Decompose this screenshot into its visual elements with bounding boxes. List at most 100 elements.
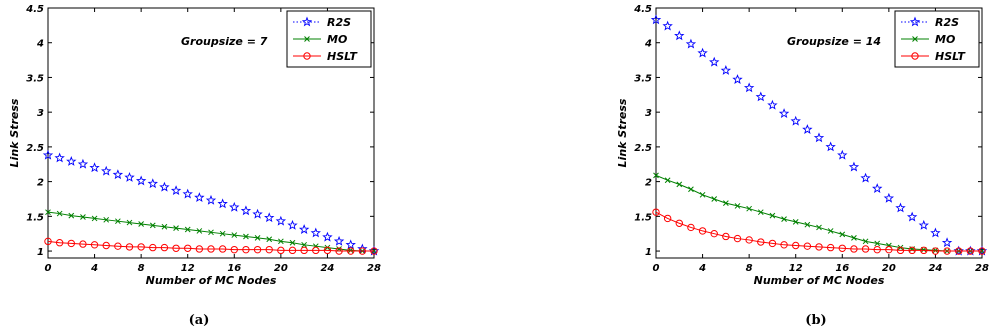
MO-point: [115, 218, 121, 225]
x-tick-label: 0: [653, 263, 660, 274]
groupsize-annotation: Groupsize = 7: [181, 35, 268, 48]
R2S-point: [662, 20, 673, 31]
R2S-point: [650, 14, 662, 25]
HSLT-point: [966, 247, 975, 255]
R2S-point: [872, 183, 883, 193]
y-tick-label: 4.5: [25, 4, 44, 15]
R2S-point: [697, 47, 708, 58]
R2S-point: [124, 171, 135, 182]
R2S-point: [767, 99, 778, 110]
HSLT-point: [757, 238, 765, 246]
HSLT-point: [896, 246, 905, 255]
R2S-point: [240, 205, 252, 216]
HSLT-point: [358, 247, 367, 255]
HSLT-point: [160, 243, 169, 252]
legend-HSLT-label: HSLT: [935, 50, 966, 63]
y-tick-label: 1: [37, 247, 44, 258]
MO-point: [149, 222, 156, 229]
series-MO: [653, 172, 985, 254]
R2S-point: [837, 149, 848, 160]
legend-MO-label: MO: [935, 33, 955, 46]
MO-point: [103, 216, 110, 223]
x-tick-label: 8: [746, 263, 753, 274]
HSLT-point: [288, 246, 297, 255]
MO-point: [219, 230, 226, 237]
y-axis-label: Link Stress: [616, 98, 629, 167]
R2S-point: [182, 188, 193, 199]
R2S-point: [112, 169, 124, 180]
MO-point: [126, 219, 133, 226]
R2S-point: [229, 201, 240, 212]
HSLT-point: [826, 243, 835, 252]
MO-point: [266, 236, 273, 243]
x-tick-label: 20: [274, 263, 288, 274]
MO-point: [184, 226, 191, 233]
figure-caption: (b): [805, 313, 826, 328]
HSLT-point: [943, 247, 951, 255]
R2S-point: [322, 231, 333, 242]
MO-point: [769, 212, 776, 219]
y-tick-label: 3: [645, 108, 652, 119]
HSLT-point: [733, 234, 742, 243]
x-tick-label: 24: [928, 263, 942, 274]
HSLT-point: [978, 247, 986, 255]
R2S-point: [159, 181, 170, 192]
x-axis-label: Number of MC Nodes: [146, 274, 277, 287]
legend-R2S-label: R2S: [327, 16, 351, 29]
HSLT-point: [195, 245, 204, 253]
x-tick-label: 4: [698, 263, 706, 274]
MO-point: [839, 231, 846, 238]
figure-caption: (a): [189, 313, 210, 328]
HSLT-point: [873, 245, 881, 254]
HSLT-point: [652, 208, 660, 216]
HSLT-point: [207, 245, 215, 253]
x-tick-label: 0: [45, 263, 52, 274]
MO-point: [254, 235, 261, 241]
y-axis-label: Link Stress: [8, 98, 21, 167]
HSLT-point: [265, 245, 273, 254]
MO-point: [734, 203, 741, 209]
HSLT-point: [768, 239, 777, 248]
R2S-point: [895, 202, 906, 213]
R2S-point: [825, 141, 836, 152]
MO-point: [757, 209, 764, 216]
series-HSLT: [652, 208, 986, 255]
x-tick-label: 28: [367, 263, 381, 274]
MO-point: [161, 223, 168, 230]
HSLT-point: [687, 223, 695, 232]
x-tick-label: 24: [320, 263, 334, 274]
R2S-point: [147, 178, 158, 189]
y-tick-label: 1.5: [26, 212, 44, 223]
MO-point: [711, 196, 718, 202]
R2S-point: [252, 208, 263, 219]
MO-point: [653, 172, 659, 179]
HSLT-point: [885, 245, 893, 254]
MO-point: [862, 238, 869, 245]
legend-MO-label: MO: [327, 33, 347, 46]
HSLT-point: [323, 246, 332, 255]
R2S-point: [778, 108, 790, 118]
HSLT-point: [114, 242, 122, 250]
R2S-point: [194, 192, 205, 202]
MO-point: [851, 235, 857, 241]
R2S-point: [101, 165, 112, 176]
legend-R2S-marker: [301, 16, 313, 27]
R2S-point: [170, 185, 182, 196]
R2S-point: [883, 192, 895, 203]
x-tick-label: 8: [138, 263, 145, 274]
HSLT-point: [102, 241, 110, 250]
MO-point: [56, 210, 63, 217]
legend-MO-marker: [912, 36, 918, 42]
HSLT-point: [55, 239, 64, 247]
MO-point: [688, 186, 694, 193]
R2S-point: [930, 227, 941, 238]
R2S-point: [275, 215, 287, 226]
R2S-point: [709, 56, 720, 67]
y-tick-label: 1: [645, 247, 652, 258]
R2S-point: [205, 194, 217, 205]
HSLT-point: [698, 227, 707, 235]
legend-HSLT-label: HSLT: [327, 50, 358, 63]
HSLT-point: [838, 244, 846, 252]
y-tick-label: 2: [645, 178, 652, 189]
R2S-point: [135, 175, 147, 186]
